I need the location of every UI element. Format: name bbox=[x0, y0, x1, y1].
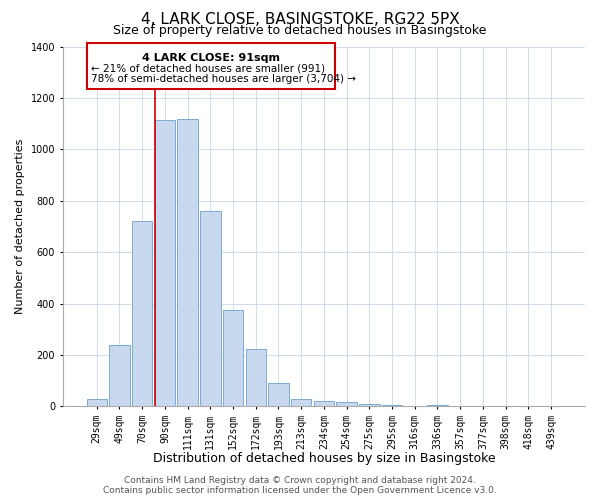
Text: 4, LARK CLOSE, BASINGSTOKE, RG22 5PX: 4, LARK CLOSE, BASINGSTOKE, RG22 5PX bbox=[140, 12, 460, 28]
Bar bbox=[109, 344, 130, 406]
Bar bbox=[314, 401, 334, 406]
Bar bbox=[337, 402, 357, 406]
Text: Contains HM Land Registry data © Crown copyright and database right 2024.
Contai: Contains HM Land Registry data © Crown c… bbox=[103, 476, 497, 495]
Y-axis label: Number of detached properties: Number of detached properties bbox=[15, 139, 25, 314]
Bar bbox=[86, 398, 107, 406]
Text: ← 21% of detached houses are smaller (991): ← 21% of detached houses are smaller (99… bbox=[91, 64, 325, 74]
Text: 4 LARK CLOSE: 91sqm: 4 LARK CLOSE: 91sqm bbox=[142, 53, 280, 63]
Bar bbox=[291, 398, 311, 406]
Bar bbox=[200, 211, 221, 406]
Text: Size of property relative to detached houses in Basingstoke: Size of property relative to detached ho… bbox=[113, 24, 487, 37]
Bar bbox=[245, 348, 266, 406]
FancyBboxPatch shape bbox=[86, 43, 335, 89]
Bar bbox=[178, 118, 198, 406]
Bar bbox=[132, 222, 152, 406]
X-axis label: Distribution of detached houses by size in Basingstoke: Distribution of detached houses by size … bbox=[152, 452, 495, 465]
Bar bbox=[268, 383, 289, 406]
Bar bbox=[223, 310, 243, 406]
Bar bbox=[155, 120, 175, 406]
Bar bbox=[382, 405, 402, 406]
Text: 78% of semi-detached houses are larger (3,704) →: 78% of semi-detached houses are larger (… bbox=[91, 74, 356, 84]
Bar bbox=[359, 404, 380, 406]
Bar bbox=[427, 405, 448, 406]
